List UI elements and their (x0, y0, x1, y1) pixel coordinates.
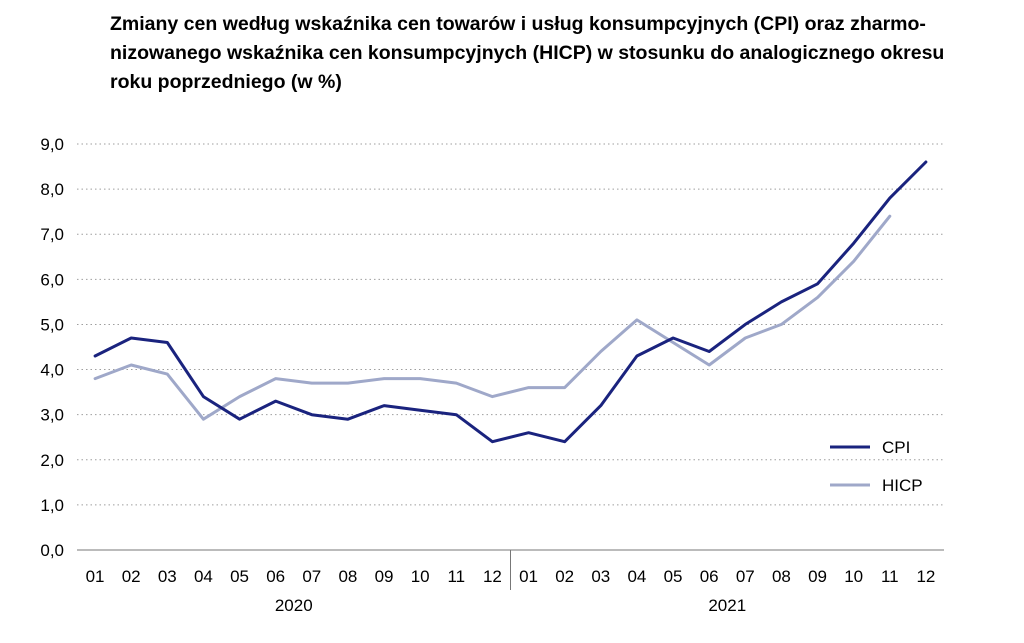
x-tick-label: 09 (375, 567, 394, 586)
y-tick-label: 3,0 (40, 406, 64, 425)
y-tick-label: 6,0 (40, 270, 64, 289)
chart-title: Zmiany cen według wskaźnika cen towarów … (110, 10, 1010, 97)
legend-label-hicp: HICP (882, 476, 923, 495)
x-tick-label: 05 (230, 567, 249, 586)
x-tick-label: 11 (881, 567, 899, 586)
y-tick-label: 0,0 (40, 541, 64, 560)
x-tick-label: 12 (916, 567, 935, 586)
chart-title-line-2: nizowanego wskaźnika cen konsumpcyjnych … (110, 42, 945, 64)
y-tick-label: 4,0 (40, 361, 64, 380)
x-tick-label: 08 (338, 567, 357, 586)
chart-title-line-3: roku poprzedniego (w %) (110, 71, 342, 93)
x-tick-label: 02 (122, 567, 141, 586)
y-tick-label: 8,0 (40, 180, 64, 199)
x-tick-label: 10 (844, 567, 863, 586)
x-tick-label: 03 (591, 567, 610, 586)
x-tick-label: 05 (664, 567, 683, 586)
x-tick-label: 12 (483, 567, 502, 586)
x-tick-label: 10 (411, 567, 430, 586)
x-tick-label: 06 (266, 567, 285, 586)
x-tick-label: 04 (194, 567, 213, 586)
y-tick-label: 9,0 (40, 135, 64, 154)
x-tick-label: 01 (519, 567, 538, 586)
y-tick-label: 1,0 (40, 496, 64, 515)
x-tick-label: 01 (86, 567, 105, 586)
chart-title-line-1: Zmiany cen według wskaźnika cen towarów … (110, 13, 926, 35)
series-line-hicp (93, 214, 892, 421)
y-tick-label: 2,0 (40, 451, 64, 470)
x-tick-label: 07 (302, 567, 321, 586)
y-tick-label: 7,0 (40, 225, 64, 244)
series-line-cpi (93, 160, 928, 444)
y-tick-label: 5,0 (40, 315, 64, 334)
x-tick-label: 04 (627, 567, 646, 586)
x-tick-label: 07 (736, 567, 755, 586)
x-tick-label: 06 (700, 567, 719, 586)
x-group-label: 2021 (708, 596, 746, 615)
x-group-label: 2020 (275, 596, 313, 615)
x-tick-label: 08 (772, 567, 791, 586)
x-tick-label: 09 (808, 567, 827, 586)
legend-label-cpi: CPI (882, 438, 910, 457)
x-tick-label: 11 (447, 567, 465, 586)
x-tick-label: 02 (555, 567, 574, 586)
x-tick-label: 03 (158, 567, 177, 586)
